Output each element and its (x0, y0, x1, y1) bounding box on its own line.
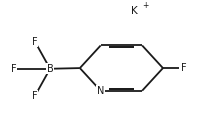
Text: F: F (181, 63, 187, 73)
Text: B: B (47, 64, 53, 74)
Text: F: F (11, 64, 17, 74)
Text: +: + (142, 1, 148, 10)
Text: K: K (131, 6, 138, 16)
Text: F: F (32, 37, 38, 47)
Text: N: N (97, 86, 104, 96)
Text: F: F (32, 91, 38, 101)
